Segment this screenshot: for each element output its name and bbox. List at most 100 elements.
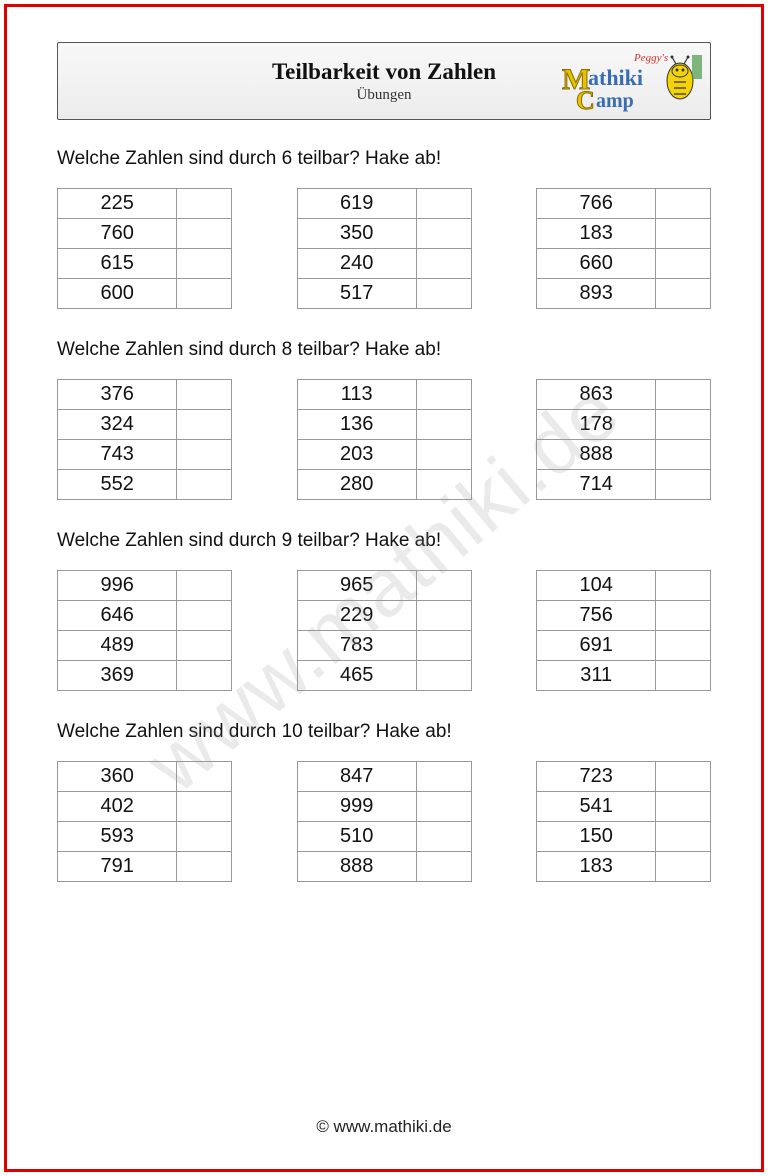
table-row: 646 bbox=[58, 601, 232, 631]
header-box: Teilbarkeit von Zahlen Übungen Peggy's M… bbox=[57, 42, 711, 120]
checkbox-cell[interactable] bbox=[656, 470, 711, 500]
number-cell: 723 bbox=[537, 762, 656, 792]
checkbox-cell[interactable] bbox=[656, 822, 711, 852]
checkbox-cell[interactable] bbox=[177, 440, 232, 470]
checkbox-cell[interactable] bbox=[177, 852, 232, 882]
checkbox-cell[interactable] bbox=[656, 762, 711, 792]
number-cell: 888 bbox=[537, 440, 656, 470]
checkbox-cell[interactable] bbox=[416, 219, 471, 249]
table-row: 360 bbox=[58, 762, 232, 792]
checkbox-cell[interactable] bbox=[656, 440, 711, 470]
number-cell: 240 bbox=[297, 249, 416, 279]
checkbox-cell[interactable] bbox=[656, 601, 711, 631]
number-cell: 996 bbox=[58, 571, 177, 601]
checkbox-cell[interactable] bbox=[656, 852, 711, 882]
checkbox-cell[interactable] bbox=[416, 410, 471, 440]
table-row: 369 bbox=[58, 661, 232, 691]
checkbox-cell[interactable] bbox=[656, 219, 711, 249]
checkbox-cell[interactable] bbox=[416, 822, 471, 852]
table-row: 888 bbox=[297, 852, 471, 882]
number-cell: 863 bbox=[537, 380, 656, 410]
number-cell: 847 bbox=[297, 762, 416, 792]
tables-row: 376324743552 113136203280 863178888714 bbox=[57, 379, 711, 500]
table-row: 615 bbox=[58, 249, 232, 279]
checkbox-cell[interactable] bbox=[416, 279, 471, 309]
number-cell: 714 bbox=[537, 470, 656, 500]
checkbox-cell[interactable] bbox=[177, 279, 232, 309]
number-table: 863178888714 bbox=[536, 379, 711, 500]
checkbox-cell[interactable] bbox=[177, 380, 232, 410]
checkbox-cell[interactable] bbox=[416, 249, 471, 279]
checkbox-cell[interactable] bbox=[656, 661, 711, 691]
table-row: 863 bbox=[537, 380, 711, 410]
checkbox-cell[interactable] bbox=[177, 762, 232, 792]
number-cell: 183 bbox=[537, 219, 656, 249]
table-row: 893 bbox=[537, 279, 711, 309]
checkbox-cell[interactable] bbox=[177, 249, 232, 279]
number-table: 723541150183 bbox=[536, 761, 711, 882]
checkbox-cell[interactable] bbox=[177, 822, 232, 852]
number-table: 996646489369 bbox=[57, 570, 232, 691]
checkbox-cell[interactable] bbox=[177, 189, 232, 219]
number-cell: 888 bbox=[297, 852, 416, 882]
page-title: Teilbarkeit von Zahlen bbox=[272, 59, 496, 85]
checkbox-cell[interactable] bbox=[177, 601, 232, 631]
checkbox-cell[interactable] bbox=[416, 571, 471, 601]
checkbox-cell[interactable] bbox=[416, 380, 471, 410]
number-cell: 203 bbox=[297, 440, 416, 470]
number-table: 225760615600 bbox=[57, 188, 232, 309]
checkbox-cell[interactable] bbox=[177, 571, 232, 601]
page-subtitle: Übungen bbox=[272, 87, 496, 104]
checkbox-cell[interactable] bbox=[416, 189, 471, 219]
number-cell: 646 bbox=[58, 601, 177, 631]
number-cell: 600 bbox=[58, 279, 177, 309]
checkbox-cell[interactable] bbox=[656, 792, 711, 822]
table-row: 225 bbox=[58, 189, 232, 219]
checkbox-cell[interactable] bbox=[177, 410, 232, 440]
checkbox-cell[interactable] bbox=[177, 219, 232, 249]
number-cell: 229 bbox=[297, 601, 416, 631]
checkbox-cell[interactable] bbox=[656, 410, 711, 440]
checkbox-cell[interactable] bbox=[416, 631, 471, 661]
table-row: 489 bbox=[58, 631, 232, 661]
checkbox-cell[interactable] bbox=[177, 792, 232, 822]
checkbox-cell[interactable] bbox=[416, 601, 471, 631]
checkbox-cell[interactable] bbox=[656, 189, 711, 219]
checkbox-cell[interactable] bbox=[416, 792, 471, 822]
checkbox-cell[interactable] bbox=[416, 470, 471, 500]
number-cell: 552 bbox=[58, 470, 177, 500]
checkbox-cell[interactable] bbox=[416, 762, 471, 792]
number-cell: 743 bbox=[58, 440, 177, 470]
table-row: 510 bbox=[297, 822, 471, 852]
number-cell: 376 bbox=[58, 380, 177, 410]
table-row: 714 bbox=[537, 470, 711, 500]
checkbox-cell[interactable] bbox=[177, 631, 232, 661]
number-cell: 113 bbox=[297, 380, 416, 410]
table-row: 113 bbox=[297, 380, 471, 410]
checkbox-cell[interactable] bbox=[656, 571, 711, 601]
checkbox-cell[interactable] bbox=[656, 249, 711, 279]
number-table: 104756691311 bbox=[536, 570, 711, 691]
number-cell: 150 bbox=[537, 822, 656, 852]
table-row: 324 bbox=[58, 410, 232, 440]
svg-text:amp: amp bbox=[596, 90, 634, 112]
checkbox-cell[interactable] bbox=[416, 661, 471, 691]
checkbox-cell[interactable] bbox=[177, 661, 232, 691]
checkbox-cell[interactable] bbox=[416, 440, 471, 470]
logo-top-text: Peggy's bbox=[633, 52, 668, 64]
table-row: 847 bbox=[297, 762, 471, 792]
number-cell: 510 bbox=[297, 822, 416, 852]
table-row: 240 bbox=[297, 249, 471, 279]
checkbox-cell[interactable] bbox=[656, 380, 711, 410]
checkbox-cell[interactable] bbox=[416, 852, 471, 882]
checkbox-cell[interactable] bbox=[177, 470, 232, 500]
checkbox-cell[interactable] bbox=[656, 279, 711, 309]
table-row: 593 bbox=[58, 822, 232, 852]
table-row: 203 bbox=[297, 440, 471, 470]
table-row: 136 bbox=[297, 410, 471, 440]
table-row: 465 bbox=[297, 661, 471, 691]
checkbox-cell[interactable] bbox=[656, 631, 711, 661]
question-text: Welche Zahlen sind durch 9 teilbar? Hake… bbox=[57, 530, 711, 552]
number-cell: 791 bbox=[58, 852, 177, 882]
number-table: 113136203280 bbox=[297, 379, 472, 500]
